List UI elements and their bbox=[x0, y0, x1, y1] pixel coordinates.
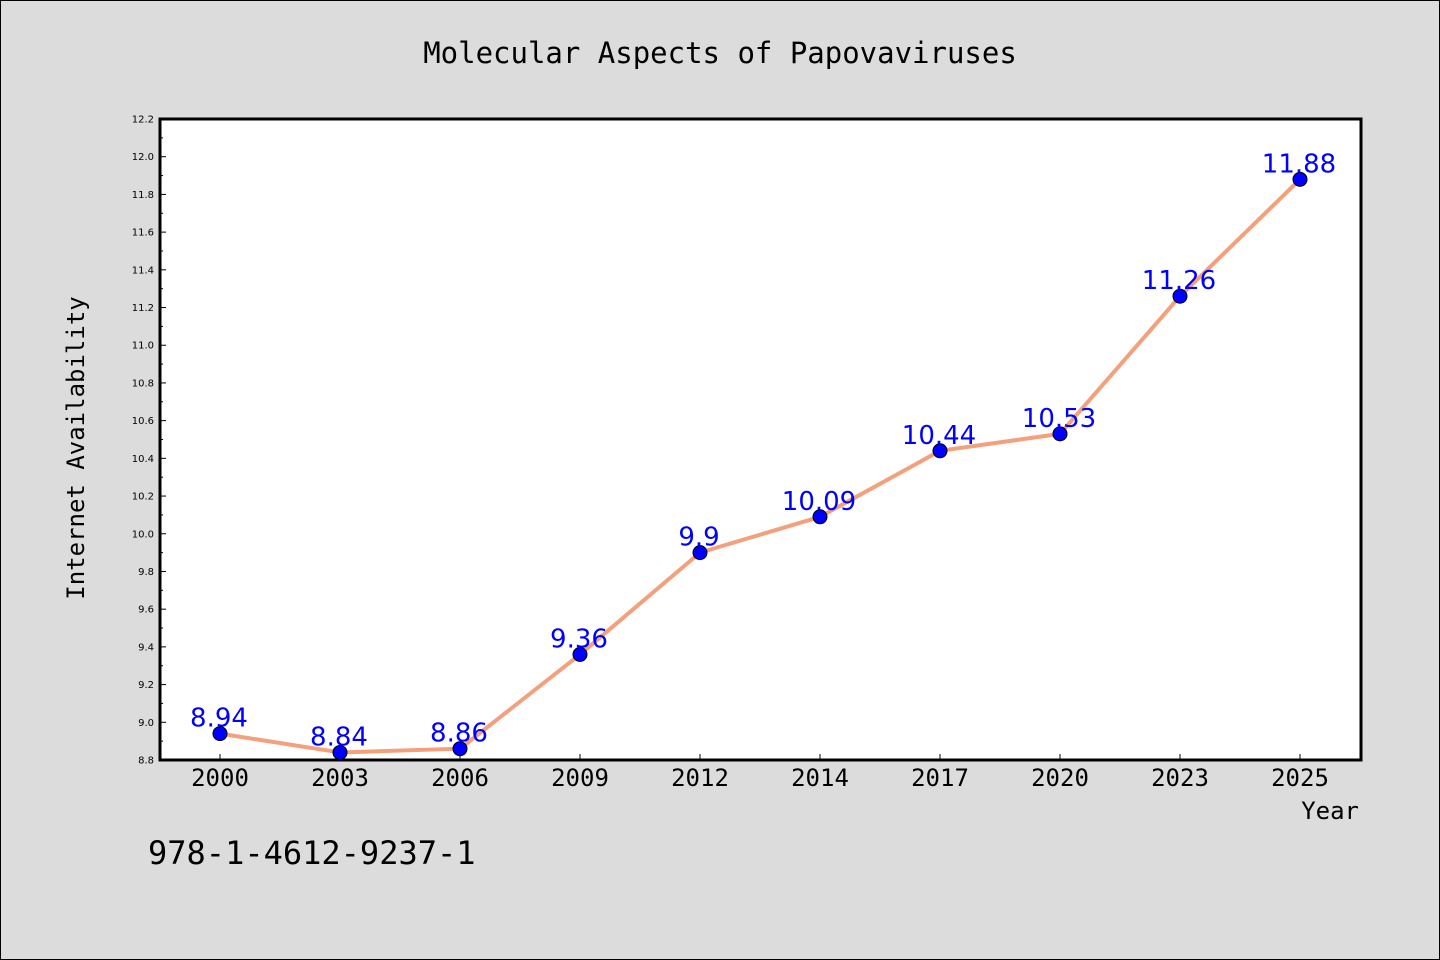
y-tick-label: 12.0 bbox=[132, 152, 154, 163]
y-tick-label: 10.2 bbox=[132, 492, 154, 503]
data-point bbox=[452, 741, 468, 757]
x-tick-label: 2020 bbox=[1031, 764, 1089, 792]
y-tick-label: 10.0 bbox=[132, 529, 154, 540]
x-tick-label: 2003 bbox=[311, 764, 369, 792]
x-axis-label: Year bbox=[1301, 797, 1359, 825]
data-label: 10.44 bbox=[902, 421, 976, 451]
y-tick-label: 10.6 bbox=[132, 416, 154, 427]
data-point bbox=[572, 646, 588, 662]
data-label: 9.36 bbox=[550, 624, 608, 654]
x-tick-label: 2014 bbox=[791, 764, 849, 792]
data-point bbox=[932, 443, 948, 459]
x-tick-label: 2012 bbox=[671, 764, 729, 792]
y-tick-label: 10.8 bbox=[132, 378, 154, 389]
y-tick-label: 9.4 bbox=[138, 642, 154, 653]
x-tick-label: 2009 bbox=[551, 764, 609, 792]
data-label: 10.09 bbox=[782, 487, 856, 517]
isbn-text: 978-1-4612-9237-1 bbox=[148, 834, 476, 872]
data-point bbox=[692, 545, 708, 561]
y-tick-label: 10.4 bbox=[132, 454, 154, 465]
data-point bbox=[1172, 288, 1188, 304]
y-tick-label: 9.8 bbox=[138, 567, 154, 578]
data-point bbox=[332, 744, 348, 760]
y-tick-label: 11.4 bbox=[132, 265, 154, 276]
x-tick-label: 2023 bbox=[1151, 764, 1209, 792]
data-label: 10.53 bbox=[1022, 404, 1096, 434]
y-tick-label: 11.0 bbox=[132, 341, 154, 352]
plot-area bbox=[158, 117, 1363, 762]
data-point bbox=[212, 726, 228, 742]
chart-title: Molecular Aspects of Papovaviruses bbox=[423, 36, 1017, 70]
data-point bbox=[812, 509, 828, 525]
x-tick-label: 2025 bbox=[1271, 764, 1329, 792]
data-label: 9.9 bbox=[678, 523, 719, 553]
y-axis-label: Internet Availability bbox=[62, 296, 90, 599]
y-tick-label: 9.6 bbox=[138, 605, 154, 616]
y-tick-label: 11.6 bbox=[132, 228, 154, 239]
series-line bbox=[218, 177, 1302, 755]
data-label: 11.26 bbox=[1142, 266, 1216, 296]
data-point bbox=[1292, 171, 1308, 187]
data-label: 11.88 bbox=[1262, 149, 1336, 179]
data-label: 8.86 bbox=[430, 719, 488, 749]
data-label: 8.84 bbox=[310, 722, 368, 752]
x-axis: 2000 2003 2006 2009 2012 2014 2017 2020 2023 2025 bbox=[191, 754, 1329, 792]
x-tick-label: 2000 bbox=[191, 764, 249, 792]
data-point bbox=[1052, 426, 1068, 442]
y-tick-label: 11.2 bbox=[132, 303, 154, 314]
y-tick-label: 11.8 bbox=[132, 190, 154, 201]
y-tick-label: 9.0 bbox=[138, 718, 154, 729]
y-tick-label: 12.2 bbox=[132, 115, 154, 126]
y-tick-label: 9.2 bbox=[138, 680, 154, 691]
x-tick-label: 2017 bbox=[911, 764, 969, 792]
data-label: 8.94 bbox=[190, 704, 248, 734]
y-axis: 8.8 9.0 9.2 9.4 9.6 9.8 10.0 10.2 10.4 10.6 10.8 11… bbox=[132, 115, 166, 767]
y-tick-label: 8.8 bbox=[138, 756, 154, 767]
x-tick-label: 2006 bbox=[431, 764, 489, 792]
series-layer: 8.94 8.84 8.86 9.36 9.9 10.09 10.44 10.53 11.26 1… bbox=[190, 149, 1336, 760]
